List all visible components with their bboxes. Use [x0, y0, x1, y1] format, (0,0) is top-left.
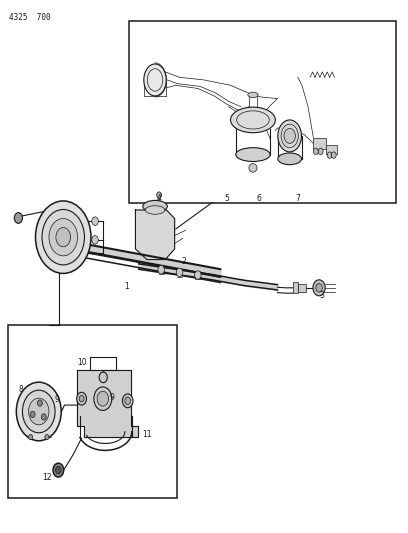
Polygon shape [77, 370, 138, 437]
Circle shape [99, 372, 107, 383]
Text: 7: 7 [295, 194, 300, 203]
Circle shape [122, 394, 133, 408]
Text: 2: 2 [181, 257, 186, 265]
Bar [313, 138, 326, 149]
Circle shape [92, 217, 98, 225]
Ellipse shape [143, 200, 167, 212]
Circle shape [318, 148, 323, 155]
Text: 5: 5 [224, 194, 229, 203]
Circle shape [41, 414, 46, 420]
Circle shape [313, 148, 318, 155]
Ellipse shape [231, 107, 275, 133]
Circle shape [56, 228, 71, 247]
Text: 6: 6 [257, 194, 262, 203]
Circle shape [55, 466, 61, 474]
Text: 4: 4 [157, 194, 162, 203]
Ellipse shape [236, 148, 270, 161]
Circle shape [125, 397, 131, 405]
Circle shape [176, 268, 183, 277]
Circle shape [42, 209, 84, 265]
Circle shape [313, 280, 325, 296]
Ellipse shape [278, 120, 302, 152]
Circle shape [38, 400, 42, 406]
Circle shape [327, 152, 332, 158]
Text: 8: 8 [18, 385, 23, 393]
Circle shape [92, 236, 98, 244]
Circle shape [195, 271, 201, 279]
Ellipse shape [278, 153, 302, 165]
Circle shape [14, 213, 22, 223]
Circle shape [29, 398, 49, 425]
Text: 1: 1 [124, 282, 129, 291]
Circle shape [45, 434, 49, 440]
Text: 10: 10 [77, 358, 86, 367]
Circle shape [97, 391, 109, 406]
Text: 9: 9 [55, 395, 60, 404]
Circle shape [35, 201, 91, 273]
Bar [298, 284, 306, 292]
Bar [293, 282, 298, 293]
Circle shape [49, 219, 78, 256]
Circle shape [22, 390, 55, 433]
Circle shape [79, 395, 84, 402]
Polygon shape [135, 210, 175, 260]
Circle shape [29, 434, 33, 440]
Text: 9: 9 [110, 393, 115, 401]
Bar [326, 145, 337, 154]
Circle shape [16, 382, 61, 441]
Circle shape [316, 284, 322, 292]
Circle shape [77, 392, 86, 405]
Text: 3: 3 [320, 292, 325, 300]
Circle shape [94, 387, 112, 410]
Ellipse shape [248, 92, 258, 98]
Ellipse shape [145, 206, 165, 214]
Circle shape [331, 152, 336, 158]
Text: 12: 12 [42, 473, 52, 481]
Circle shape [30, 411, 35, 417]
Ellipse shape [144, 64, 166, 96]
Text: 4325  700: 4325 700 [9, 13, 51, 22]
Bar [129, 21, 396, 203]
Circle shape [157, 192, 162, 198]
Circle shape [53, 463, 64, 477]
Ellipse shape [249, 164, 257, 172]
Bar [8, 325, 177, 498]
Text: 11: 11 [142, 430, 152, 439]
Ellipse shape [284, 128, 295, 143]
Circle shape [158, 265, 164, 274]
